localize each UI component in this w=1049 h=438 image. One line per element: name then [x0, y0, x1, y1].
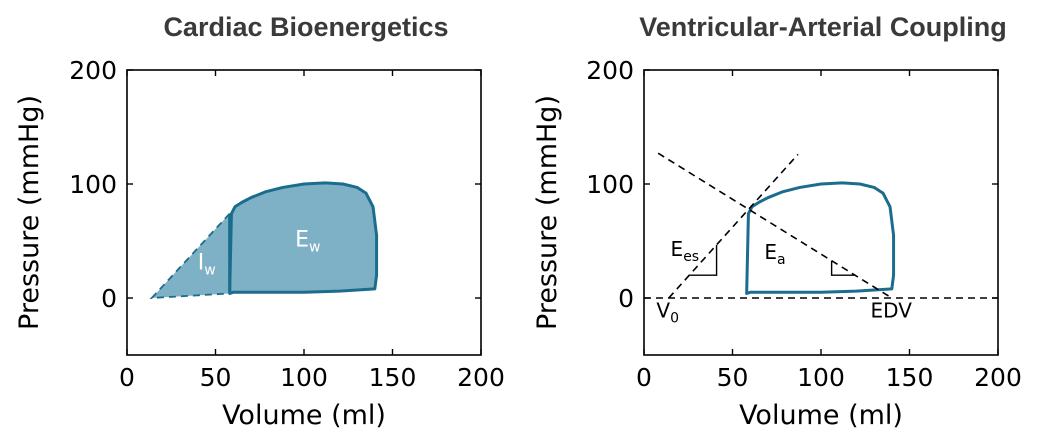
- esp-line: [668, 153, 799, 299]
- ees-slope-marker: [689, 244, 718, 276]
- annotation-subscript: w: [309, 240, 320, 256]
- ea-line: [657, 152, 893, 299]
- x-axis-label: Volume (ml): [222, 400, 386, 431]
- annotation-ea: Ea: [764, 240, 785, 268]
- x-tick-label: 50: [200, 363, 232, 392]
- chart-title: Ventricular-Arterial Coupling: [639, 12, 1007, 42]
- pv-loop: [228, 181, 379, 295]
- x-tick-label: 0: [636, 363, 652, 392]
- annotation-subscript: w: [204, 263, 215, 279]
- y-axis-label: Pressure (mmHg): [532, 95, 563, 330]
- pv-loop: [745, 181, 896, 295]
- y-tick-label: 200: [69, 56, 117, 85]
- x-tick-label: 150: [886, 363, 934, 392]
- annotation-v0: V0: [656, 298, 679, 326]
- x-axis-label: Volume (ml): [739, 400, 903, 431]
- x-tick-label: 200: [974, 363, 1022, 392]
- y-tick-label: 200: [586, 56, 634, 85]
- annotation-edv: EDV: [871, 298, 913, 322]
- y-tick-label: 100: [69, 170, 117, 199]
- ea-slope-marker: [830, 260, 856, 276]
- x-tick-label: 0: [119, 363, 135, 392]
- x-tick-label: 100: [797, 363, 845, 392]
- esp-dashed-line: [149, 213, 231, 300]
- y-tick-label: 0: [618, 284, 634, 313]
- annotation-ees: Ees: [671, 237, 700, 265]
- annotation-subscript: a: [777, 252, 786, 268]
- plot-frame: [643, 69, 999, 356]
- chart-panel-2: Ventricular-Arterial Coupling Ees Ea V0 EDV 0…: [532, 12, 1022, 431]
- x-tick-label: 50: [717, 363, 749, 392]
- y-axis-label: Pressure (mmHg): [14, 95, 45, 330]
- x-tick-label: 200: [457, 363, 505, 392]
- chart-title: Cardiac Bioenergetics: [163, 12, 448, 42]
- y-tick-label: 0: [101, 284, 117, 313]
- x-tick-label: 150: [369, 363, 417, 392]
- y-tick-label: 100: [586, 170, 634, 199]
- annotation-subscript: 0: [670, 310, 679, 326]
- annotation-subscript: es: [683, 249, 699, 265]
- x-tick-label: 100: [280, 363, 328, 392]
